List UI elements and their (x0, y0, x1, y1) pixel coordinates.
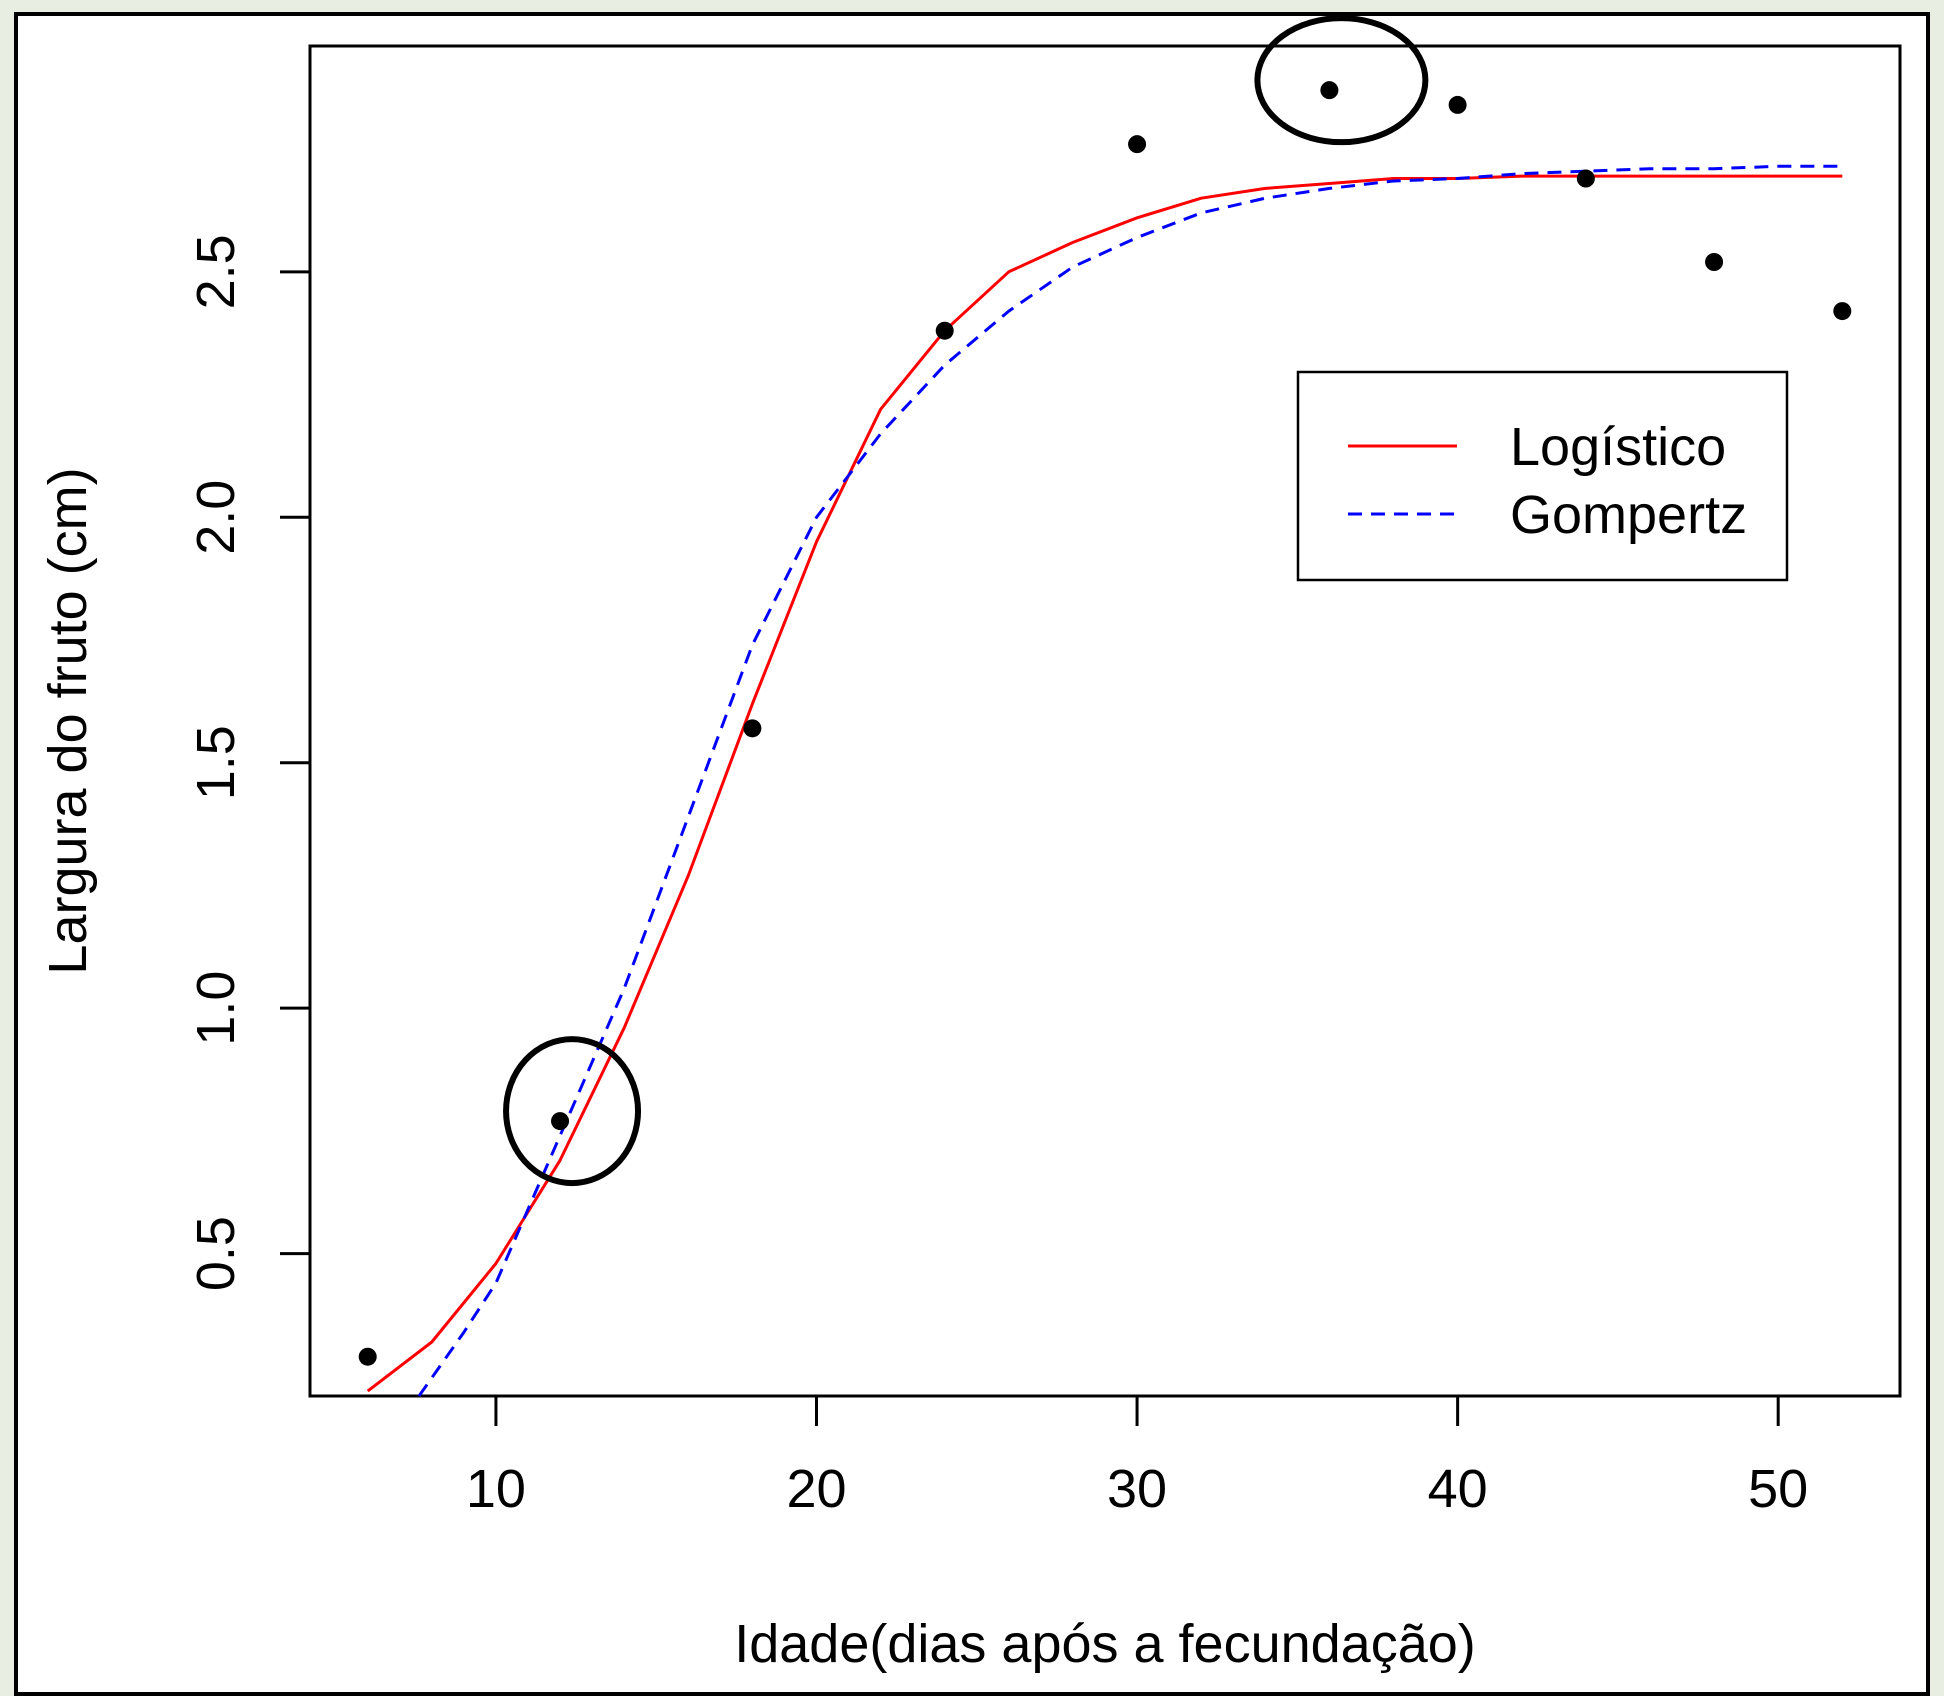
legend-label-logistico: Logístico (1510, 417, 1726, 477)
y-axis-title: Largura do fruto (cm) (38, 467, 98, 974)
plot-border (308, 44, 1902, 1398)
data-point (935, 321, 954, 340)
data-point (1576, 169, 1595, 188)
highlight-circles (503, 15, 1429, 1187)
legend-label-gompertz: Gompertz (1510, 485, 1747, 545)
plot-area (308, 44, 1902, 1398)
y-tick-label-1: 1.0 (186, 971, 246, 1046)
data-point (358, 1347, 377, 1366)
legend: Logístico Gompertz (1296, 370, 1789, 582)
chart-panel (14, 12, 1930, 1696)
y-tick-label-1.5: 1.5 (186, 725, 246, 800)
highlight-circle (1254, 15, 1429, 146)
data-point (1320, 81, 1339, 100)
series-curve-gompertz (417, 164, 1843, 1397)
data-point (551, 1112, 570, 1131)
x-axis: 10 20 30 40 50 (466, 1394, 1808, 1519)
data-point (1705, 253, 1724, 271)
y-tick-label-2.5: 2.5 (186, 234, 246, 309)
series-curve-logistico (366, 174, 1843, 1393)
data-point (743, 719, 762, 738)
x-tick-label-40: 40 (1428, 1459, 1488, 1519)
data-points (358, 81, 1852, 1366)
x-tick-label-30: 30 (1107, 1459, 1167, 1519)
x-tick-label-10: 10 (466, 1459, 526, 1519)
x-axis-title: Idade(dias após a fecundação) (734, 1614, 1476, 1674)
x-tick-label-50: 50 (1748, 1459, 1808, 1519)
y-tick-label-2: 2.0 (186, 480, 246, 555)
data-point (1833, 302, 1852, 321)
legend-box (1296, 370, 1789, 582)
y-tick-label-0.5: 0.5 (186, 1216, 246, 1291)
data-point (1448, 95, 1467, 114)
y-axis: 0.5 1.0 1.5 2.0 2.5 (186, 234, 312, 1291)
x-tick-label-20: 20 (786, 1459, 846, 1519)
highlight-circle (503, 1036, 642, 1187)
fitted-curves (366, 164, 1843, 1397)
data-point (1128, 135, 1147, 154)
